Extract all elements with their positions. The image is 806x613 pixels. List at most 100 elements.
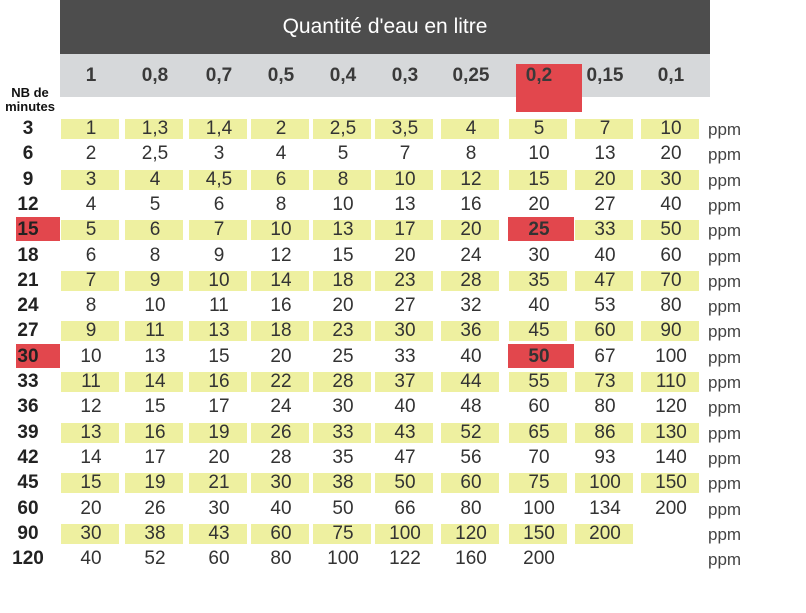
table-cell: 40 [460, 345, 482, 367]
row-band [641, 321, 699, 342]
row-band [575, 473, 633, 494]
table-cell: 12 [80, 396, 102, 418]
table-cell: 100 [589, 472, 621, 494]
table-cell: 50 [394, 472, 416, 494]
row-band [375, 270, 433, 291]
row-band [575, 523, 633, 544]
table-cell: 11 [81, 371, 101, 392]
unit-label: ppm [708, 423, 742, 443]
unit-label: ppm [708, 297, 742, 317]
row-band [125, 321, 183, 342]
table-cell: 20 [270, 345, 292, 367]
table-cell: 10 [80, 345, 102, 367]
table-cell: 18 [270, 320, 292, 342]
table-cell: 23 [332, 320, 354, 342]
table-cell: 16 [144, 421, 166, 443]
column-header: 0,15 [586, 64, 624, 86]
unit-label: ppm [708, 145, 742, 165]
table-cell: 20 [660, 143, 682, 165]
table-cell: 8 [337, 168, 349, 190]
table-cell: 60 [528, 396, 550, 418]
row-band [641, 119, 699, 139]
column-header-band [60, 54, 710, 97]
table-cell: 50 [528, 345, 550, 367]
table-cell: 33 [394, 345, 416, 367]
row-band [251, 321, 309, 342]
row-band [251, 270, 309, 291]
row-band [641, 473, 699, 494]
table-cell: 10 [528, 143, 550, 165]
table-cell: 27 [394, 295, 416, 317]
table-cell: 8 [149, 244, 161, 266]
minutes-value: 15 [17, 219, 39, 241]
table-cell: 200 [589, 522, 621, 544]
table-cell: 20 [394, 244, 416, 266]
table-cell: 5 [85, 219, 97, 241]
table-cell: 11 [209, 295, 229, 317]
table-cell: 150 [523, 522, 555, 544]
table-cell: 40 [594, 244, 616, 266]
row-band [375, 372, 433, 392]
table-cell: 13 [332, 219, 354, 241]
table-cell: 8 [465, 143, 477, 165]
table-cell: 30 [332, 396, 354, 418]
unit-label: ppm [708, 221, 742, 241]
row-band [251, 220, 309, 241]
minutes-value: 18 [17, 244, 39, 266]
table-cell: 13 [594, 143, 616, 165]
table-cell: 12 [460, 168, 482, 190]
table-cell: 21 [208, 472, 230, 494]
row-band [313, 321, 371, 342]
row-band [189, 119, 247, 139]
unit-label: ppm [708, 170, 742, 190]
unit-label: ppm [708, 246, 742, 266]
minutes-value: 60 [17, 497, 39, 519]
table-cell: 130 [655, 421, 687, 443]
row-band [641, 270, 699, 291]
table-cell: 1,3 [141, 118, 169, 139]
table-cell: 16 [208, 371, 230, 392]
minutes-value: 3 [22, 118, 34, 139]
table-cell: 80 [660, 295, 682, 317]
table-cell: 13 [394, 193, 416, 215]
row-band [575, 422, 633, 443]
column-header: 0,3 [391, 64, 419, 86]
minutes-value: 30 [17, 345, 39, 367]
table-cell: 60 [208, 548, 230, 570]
table-cell: 73 [594, 371, 616, 392]
row-band [313, 119, 371, 139]
table-cell: 60 [594, 320, 616, 342]
row-band [641, 372, 699, 392]
highlighted-cell-marker [508, 217, 574, 242]
table-cell: 53 [594, 295, 616, 317]
table-cell: 100 [523, 497, 555, 519]
row-band [441, 321, 499, 342]
minutes-value: 45 [17, 472, 39, 494]
table-cell: 3,5 [391, 118, 419, 139]
table-cell: 45 [528, 320, 550, 342]
row-band [441, 220, 499, 241]
minutes-label-line1: NB de [11, 85, 49, 100]
row-band [509, 321, 567, 342]
unit-label: ppm [708, 448, 742, 468]
minutes-value: 21 [17, 269, 39, 291]
table-cell: 60 [660, 244, 682, 266]
unit-label: ppm [708, 373, 742, 392]
table-cell: 14 [80, 446, 102, 468]
row-band [125, 119, 183, 139]
table-cell: 5 [149, 193, 161, 215]
table-cell: 13 [80, 421, 102, 443]
row-band [313, 473, 371, 494]
table-cell: 36 [460, 320, 482, 342]
unit-label: ppm [708, 271, 742, 291]
table-cell: 15 [332, 244, 354, 266]
column-header: 0,8 [141, 64, 169, 86]
table-cell: 15 [208, 345, 230, 367]
table-cell: 23 [394, 269, 416, 291]
row-band [441, 372, 499, 392]
table-cell: 1 [85, 118, 97, 139]
row-band [189, 270, 247, 291]
row-band [189, 372, 247, 392]
minutes-label-line2: minutes [5, 99, 55, 114]
row-band [575, 169, 633, 190]
